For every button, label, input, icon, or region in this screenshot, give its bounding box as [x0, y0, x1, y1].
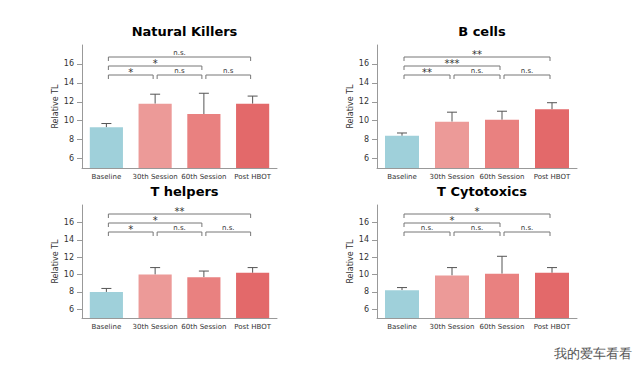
svg-text:10: 10	[64, 270, 74, 279]
svg-text:30th Session: 30th Session	[133, 323, 178, 331]
svg-text:12: 12	[359, 253, 369, 262]
svg-text:*: *	[153, 58, 158, 69]
svg-text:6: 6	[69, 305, 74, 314]
svg-text:Natural Killers: Natural Killers	[132, 24, 238, 39]
svg-text:14: 14	[359, 235, 369, 244]
svg-text:Baseline: Baseline	[387, 173, 417, 181]
svg-text:30th Session: 30th Session	[429, 173, 474, 181]
svg-text:10: 10	[359, 270, 369, 279]
svg-text:30th Session: 30th Session	[429, 323, 474, 331]
svg-text:*: *	[128, 224, 133, 235]
svg-text:14: 14	[64, 78, 74, 87]
svg-text:n.s.: n.s.	[521, 67, 534, 75]
svg-text:*: *	[475, 206, 480, 217]
svg-text:16: 16	[359, 218, 369, 227]
svg-text:60th Session: 60th Session	[479, 173, 524, 181]
svg-text:*: *	[450, 215, 455, 226]
svg-text:T helpers: T helpers	[150, 184, 218, 199]
svg-text:Baseline: Baseline	[387, 323, 417, 331]
svg-text:T Cytotoxics: T Cytotoxics	[437, 184, 527, 199]
svg-text:6: 6	[364, 154, 369, 163]
svg-text:14: 14	[64, 235, 74, 244]
svg-text:n.s.: n.s.	[471, 224, 484, 232]
svg-text:Relative TL: Relative TL	[346, 84, 355, 129]
svg-text:8: 8	[69, 135, 74, 144]
svg-text:10: 10	[64, 116, 74, 125]
svg-text:n.s.: n.s.	[521, 224, 534, 232]
svg-text:Relative TL: Relative TL	[346, 239, 355, 284]
svg-text:Relative TL: Relative TL	[51, 239, 60, 284]
svg-text:Relative TL: Relative TL	[51, 84, 60, 129]
svg-text:30th Session: 30th Session	[133, 173, 178, 181]
svg-text:***: ***	[445, 58, 460, 69]
svg-text:n.s.: n.s.	[421, 224, 434, 232]
svg-text:Post HBOT: Post HBOT	[534, 173, 571, 181]
svg-text:8: 8	[364, 287, 369, 296]
svg-text:60th Session: 60th Session	[181, 323, 226, 331]
svg-text:12: 12	[64, 97, 74, 106]
svg-text:8: 8	[69, 287, 74, 296]
svg-text:6: 6	[69, 154, 74, 163]
svg-text:n.s: n.s	[174, 67, 185, 75]
svg-text:14: 14	[359, 78, 369, 87]
svg-text:Post HBOT: Post HBOT	[234, 323, 271, 331]
svg-text:16: 16	[64, 218, 74, 227]
svg-text:n.s.: n.s.	[173, 49, 186, 57]
svg-text:8: 8	[364, 135, 369, 144]
svg-text:Post HBOT: Post HBOT	[534, 323, 571, 331]
svg-text:n.s.: n.s.	[173, 224, 186, 232]
svg-text:n.s.: n.s.	[222, 224, 235, 232]
svg-text:**: **	[472, 49, 482, 60]
svg-text:12: 12	[64, 253, 74, 262]
svg-text:我的爱车看看: 我的爱车看看	[554, 346, 632, 361]
svg-text:*: *	[128, 67, 133, 78]
svg-text:*: *	[153, 215, 158, 226]
svg-text:16: 16	[359, 59, 369, 68]
svg-text:Baseline: Baseline	[92, 173, 122, 181]
svg-text:n.s.: n.s.	[471, 67, 484, 75]
svg-text:16: 16	[64, 59, 74, 68]
svg-text:**: **	[175, 206, 185, 217]
svg-text:n.s: n.s	[223, 67, 234, 75]
svg-text:6: 6	[364, 305, 369, 314]
svg-text:60th Session: 60th Session	[181, 173, 226, 181]
svg-text:Baseline: Baseline	[92, 323, 122, 331]
svg-text:**: **	[422, 67, 432, 78]
svg-text:10: 10	[359, 116, 369, 125]
svg-text:12: 12	[359, 97, 369, 106]
svg-text:B cells: B cells	[458, 24, 506, 39]
svg-text:60th Session: 60th Session	[479, 323, 524, 331]
svg-text:Post HBOT: Post HBOT	[234, 173, 271, 181]
